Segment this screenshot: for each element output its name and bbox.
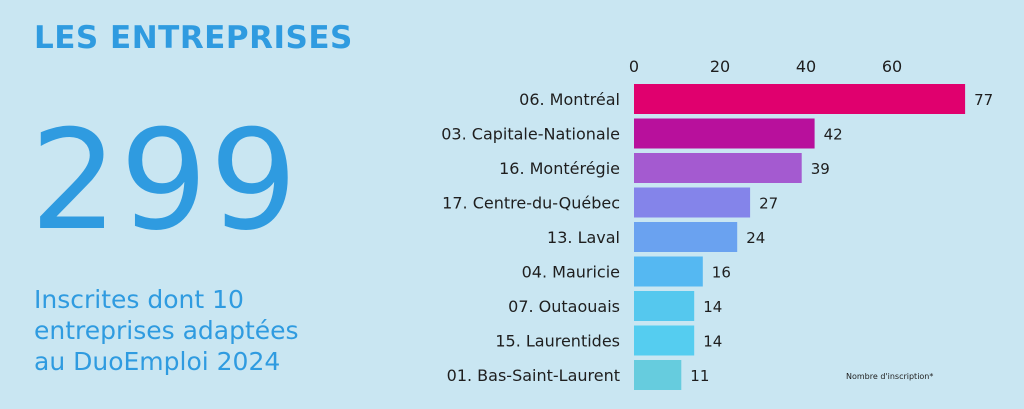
value-label: 16 [712,264,731,282]
category-label: 07. Outaouais [508,297,620,316]
value-label: 77 [974,91,993,109]
category-label: 04. Mauricie [522,263,620,282]
x-tick-label: 40 [796,57,816,76]
value-label: 24 [746,229,765,247]
chart-footnote: Nombre d'inscription* [846,372,934,381]
stat-caption-line: au DuoEmploi 2024 [34,347,281,376]
value-label: 14 [703,298,722,316]
stat-caption-line: Inscrites dont 10 [34,285,244,314]
category-label: 01. Bas-Saint-Laurent [447,366,620,385]
bar [634,291,695,321]
bar [634,325,695,356]
stat-caption: Inscrites dont 10 entreprises adaptées a… [34,284,394,377]
value-label: 42 [824,126,843,144]
category-label: 15. Laurentides [495,332,620,351]
bar [634,187,751,218]
category-label: 17. Centre-du-Québec [442,194,620,213]
bar [634,118,815,149]
bar [634,153,802,183]
registrations-total: 299 [30,100,300,261]
value-label: 27 [759,195,778,213]
x-tick-label: 20 [710,57,730,76]
bar [634,84,966,114]
section-title: LES ENTREPRISES [34,20,353,56]
category-label: 16. Montérégie [499,159,620,178]
x-tick-label: 60 [882,57,902,76]
value-label: 39 [811,160,830,178]
bar [634,360,682,390]
value-label: 14 [703,333,722,351]
value-label: 11 [690,367,709,385]
x-tick-label: 0 [629,57,639,76]
category-label: 13. Laval [547,228,620,247]
category-label: 03. Capitale-Nationale [441,125,620,144]
bar [634,256,703,287]
bar [634,222,738,252]
stat-caption-line: entreprises adaptées [34,316,299,345]
category-label: 06. Montréal [519,90,620,109]
